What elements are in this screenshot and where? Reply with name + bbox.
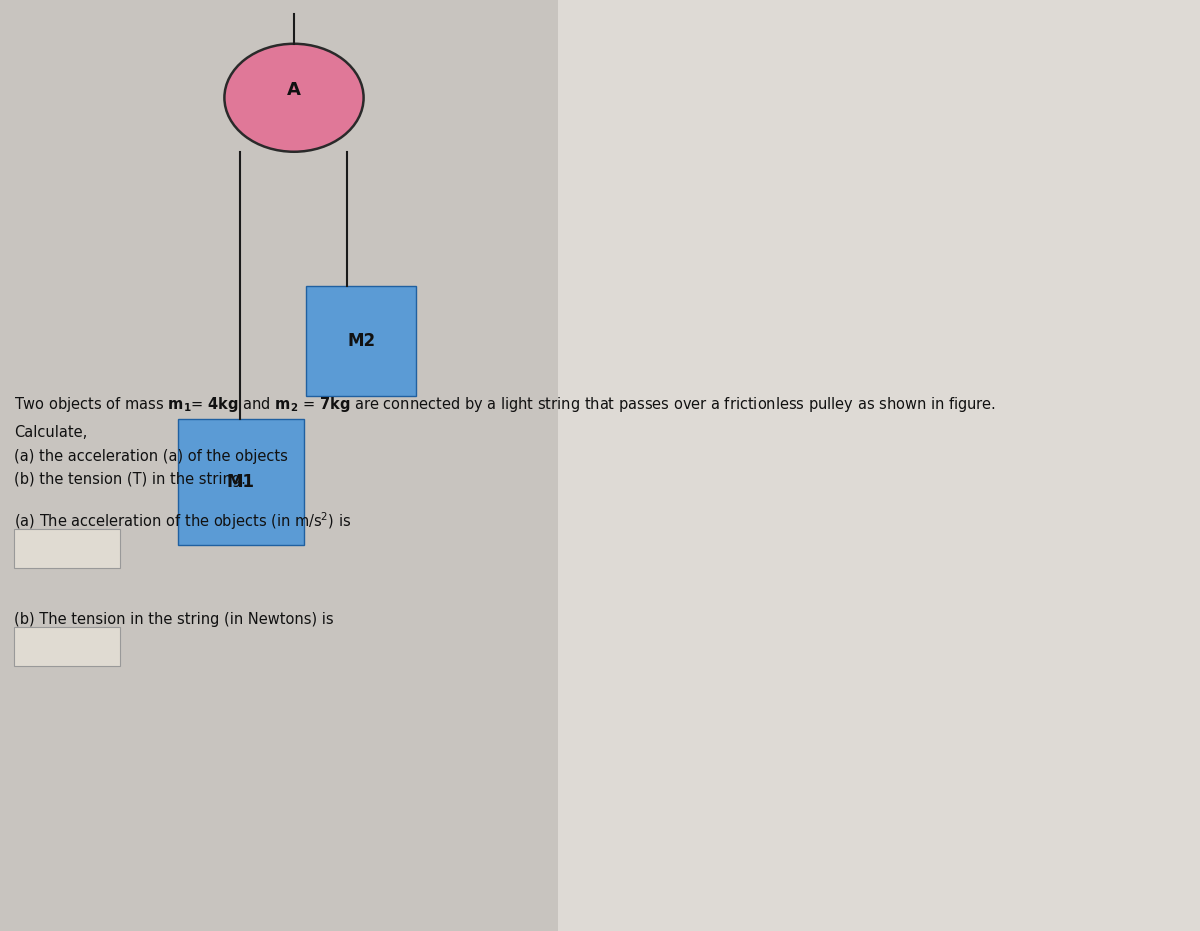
Text: (b) The tension in the string (in Newtons) is: (b) The tension in the string (in Newton… xyxy=(14,612,334,627)
Text: Two objects of mass $\mathbf{m_1}$= $\mathbf{4kg}$ and $\mathbf{m_2}$ = $\mathbf: Two objects of mass $\mathbf{m_1}$= $\ma… xyxy=(14,396,996,414)
Text: Calculate,: Calculate, xyxy=(14,425,88,440)
Text: (a) the acceleration (a) of the objects: (a) the acceleration (a) of the objects xyxy=(14,449,288,464)
Text: M1: M1 xyxy=(227,473,254,491)
Text: A: A xyxy=(287,81,301,100)
FancyBboxPatch shape xyxy=(306,286,416,396)
Circle shape xyxy=(224,44,364,152)
FancyBboxPatch shape xyxy=(14,529,120,568)
FancyBboxPatch shape xyxy=(178,419,304,545)
FancyBboxPatch shape xyxy=(14,627,120,666)
Text: (b) the tension (T) in the string.: (b) the tension (T) in the string. xyxy=(14,472,246,487)
Text: (a) The acceleration of the objects (in m/s$^2$) is: (a) The acceleration of the objects (in … xyxy=(14,510,352,533)
Text: M2: M2 xyxy=(347,331,376,350)
